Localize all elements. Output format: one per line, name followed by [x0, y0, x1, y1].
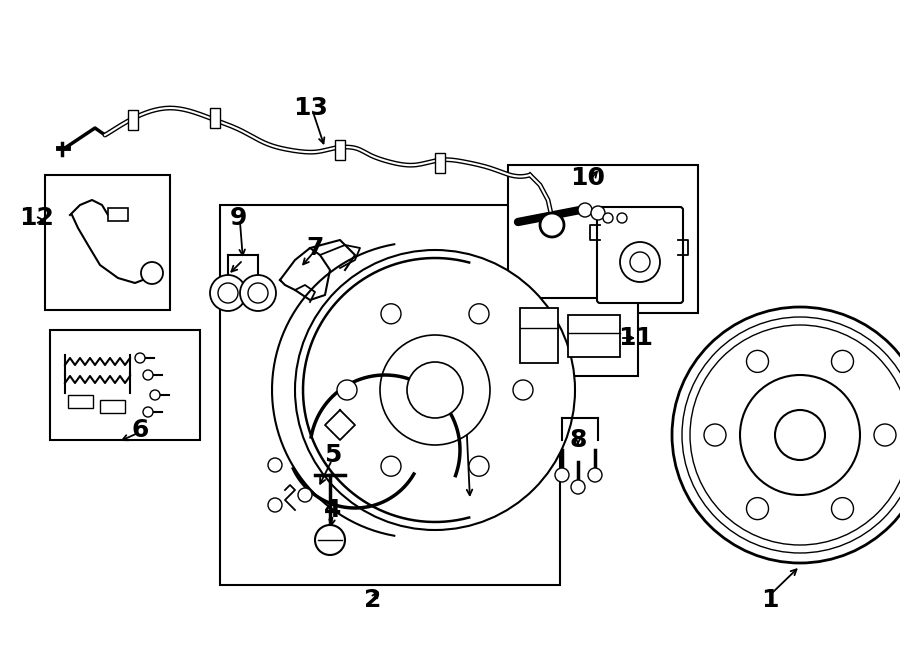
Circle shape	[617, 213, 627, 223]
Bar	[45, 175, 170, 310]
Circle shape	[740, 375, 860, 495]
Circle shape	[143, 407, 153, 417]
Text: 8: 8	[570, 428, 587, 452]
Text: 9: 9	[230, 206, 247, 230]
Circle shape	[298, 488, 312, 502]
Circle shape	[746, 498, 769, 520]
Circle shape	[571, 480, 585, 494]
Bar	[68, 395, 93, 408]
Bar	[435, 153, 445, 173]
Circle shape	[630, 252, 650, 272]
Text: 11: 11	[618, 326, 653, 350]
Circle shape	[135, 353, 145, 363]
Circle shape	[603, 213, 613, 223]
Bar	[508, 298, 638, 376]
Circle shape	[240, 275, 276, 311]
Circle shape	[588, 468, 602, 482]
Text: 7: 7	[306, 236, 324, 260]
Bar	[335, 140, 345, 160]
Bar	[50, 330, 200, 440]
Text: 1: 1	[761, 588, 778, 612]
Circle shape	[218, 283, 238, 303]
Circle shape	[832, 498, 853, 520]
Circle shape	[469, 456, 489, 476]
Bar	[100, 400, 125, 413]
Circle shape	[141, 262, 163, 284]
Circle shape	[832, 350, 853, 372]
Bar	[108, 208, 128, 221]
FancyBboxPatch shape	[597, 207, 683, 303]
Text: 12: 12	[20, 206, 54, 230]
Circle shape	[381, 304, 401, 324]
Bar	[128, 110, 138, 130]
Circle shape	[540, 213, 564, 237]
Circle shape	[874, 424, 896, 446]
Text: 2: 2	[364, 588, 382, 612]
Circle shape	[315, 525, 345, 555]
Circle shape	[295, 250, 575, 530]
Bar	[568, 315, 620, 357]
Bar	[508, 165, 698, 313]
Circle shape	[775, 410, 825, 460]
Circle shape	[150, 390, 160, 400]
Circle shape	[555, 468, 569, 482]
Circle shape	[380, 335, 490, 445]
Circle shape	[210, 275, 246, 311]
Bar	[520, 308, 558, 363]
Circle shape	[407, 362, 463, 418]
Circle shape	[248, 283, 268, 303]
Text: 10: 10	[571, 166, 606, 190]
Text: 4: 4	[324, 498, 342, 522]
Circle shape	[513, 380, 533, 400]
Circle shape	[620, 242, 660, 282]
Circle shape	[746, 350, 769, 372]
Text: 6: 6	[131, 418, 149, 442]
Circle shape	[268, 458, 282, 472]
Circle shape	[143, 370, 153, 380]
Circle shape	[268, 498, 282, 512]
Circle shape	[591, 206, 605, 220]
Text: 13: 13	[293, 96, 328, 120]
Circle shape	[672, 307, 900, 563]
Circle shape	[704, 424, 726, 446]
Circle shape	[469, 304, 489, 324]
Bar	[220, 205, 560, 585]
Text: 5: 5	[324, 443, 342, 467]
Bar	[210, 108, 220, 128]
Circle shape	[337, 380, 357, 400]
Text: 3: 3	[454, 378, 472, 402]
Circle shape	[381, 456, 401, 476]
Circle shape	[578, 203, 592, 217]
